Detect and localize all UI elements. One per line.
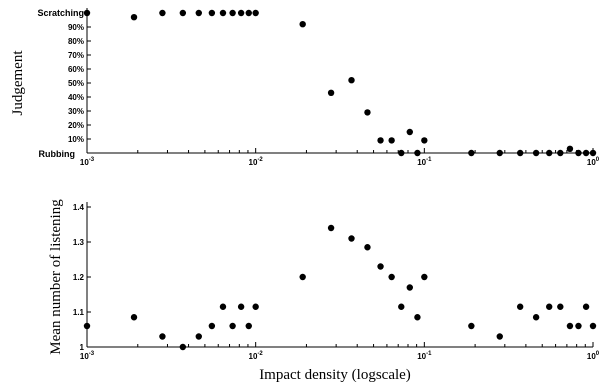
scratching-label: Scratching bbox=[37, 8, 84, 18]
data-point bbox=[406, 284, 413, 291]
data-point bbox=[159, 333, 166, 340]
x-tick-label: 10-1 bbox=[417, 157, 432, 167]
y-tick-label: 1.2 bbox=[73, 273, 85, 282]
rubbing-label: Rubbing bbox=[39, 149, 76, 159]
x-axis-title: Impact density (logscale) bbox=[259, 367, 411, 383]
data-point bbox=[245, 9, 252, 17]
data-point bbox=[414, 149, 421, 157]
data-point bbox=[582, 149, 590, 157]
data-point bbox=[532, 149, 540, 157]
y-tick-label: 90% bbox=[68, 23, 84, 32]
data-point bbox=[557, 303, 564, 310]
data-point bbox=[398, 303, 405, 310]
data-point bbox=[237, 9, 245, 17]
y-tick-label: 10% bbox=[68, 135, 84, 144]
y-tick-label: 60% bbox=[68, 65, 84, 74]
data-point bbox=[327, 89, 335, 97]
data-point bbox=[219, 303, 227, 310]
y-tick-label: 1.4 bbox=[73, 203, 85, 212]
data-point bbox=[421, 137, 428, 144]
data-point bbox=[406, 128, 413, 136]
data-point bbox=[159, 9, 166, 17]
data-point bbox=[219, 9, 227, 17]
data-point bbox=[229, 322, 236, 330]
data-point bbox=[195, 333, 202, 340]
data-point bbox=[468, 149, 475, 157]
y-tick-label: 1.3 bbox=[73, 238, 85, 247]
y-tick-label: 30% bbox=[68, 107, 84, 116]
data-point bbox=[364, 244, 371, 251]
data-point bbox=[496, 149, 503, 157]
data-point bbox=[414, 314, 421, 321]
x-tick-label: 10-2 bbox=[249, 157, 264, 167]
data-point bbox=[299, 273, 306, 281]
data-point bbox=[377, 137, 384, 144]
data-point bbox=[83, 322, 91, 330]
data-point bbox=[589, 322, 597, 330]
data-point bbox=[252, 9, 259, 17]
y-tick-label: 70% bbox=[68, 51, 84, 60]
data-point bbox=[348, 235, 355, 242]
data-point bbox=[130, 314, 138, 321]
data-point bbox=[566, 145, 574, 152]
data-point bbox=[245, 322, 252, 330]
data-point bbox=[582, 303, 590, 310]
x-tick-label: 10-3 bbox=[80, 157, 95, 167]
x-tick-label: 10-2 bbox=[249, 351, 264, 361]
data-point bbox=[398, 149, 405, 157]
data-point bbox=[546, 303, 553, 310]
data-point bbox=[589, 149, 597, 157]
data-point bbox=[237, 303, 245, 310]
y-tick-label: 1 bbox=[80, 343, 85, 352]
data-point bbox=[130, 14, 138, 21]
data-point bbox=[516, 149, 524, 157]
x-tick-label: 100 bbox=[587, 351, 600, 361]
y-tick-label: 1.1 bbox=[73, 308, 85, 317]
data-point bbox=[364, 109, 371, 116]
data-point bbox=[83, 9, 91, 17]
data-point bbox=[532, 314, 540, 321]
data-point bbox=[229, 9, 236, 17]
data-point bbox=[179, 343, 187, 351]
y-tick-label: 50% bbox=[68, 79, 84, 88]
x-tick-label: 10-1 bbox=[417, 351, 432, 361]
data-point bbox=[575, 322, 582, 330]
data-point bbox=[546, 149, 553, 157]
data-point bbox=[208, 9, 216, 17]
data-point bbox=[388, 273, 395, 281]
data-point bbox=[327, 224, 335, 232]
y-axis-title: Judgement bbox=[10, 50, 26, 116]
data-point bbox=[575, 149, 582, 157]
data-point bbox=[516, 303, 524, 310]
data-point bbox=[566, 322, 574, 330]
data-point bbox=[195, 9, 202, 17]
judgement-panel: 10-3 10-2 10-1 100 10% 20% 30% 40% 50% 60% 70% 80% 9… bbox=[10, 8, 600, 167]
data-point bbox=[299, 21, 306, 28]
data-point bbox=[496, 333, 503, 340]
data-point bbox=[388, 137, 395, 144]
x-tick-label: 10-3 bbox=[80, 351, 95, 361]
data-point bbox=[252, 303, 259, 310]
y-tick-label: 20% bbox=[68, 121, 84, 130]
data-point bbox=[348, 77, 355, 84]
data-point bbox=[557, 149, 564, 157]
y-tick-label: 40% bbox=[68, 93, 84, 102]
data-point bbox=[179, 9, 187, 17]
data-point bbox=[208, 322, 216, 330]
data-point bbox=[377, 263, 384, 270]
y-tick-label: 80% bbox=[68, 37, 84, 46]
listening-panel: 10-3 10-2 10-1 100 1 1.1 1.2 1.3 1.4 Mean number … bbox=[48, 199, 600, 383]
y-axis-title: Mean number of listening bbox=[48, 199, 64, 355]
x-tick-label: 100 bbox=[587, 157, 600, 167]
data-point bbox=[421, 273, 428, 281]
data-point bbox=[468, 322, 475, 330]
